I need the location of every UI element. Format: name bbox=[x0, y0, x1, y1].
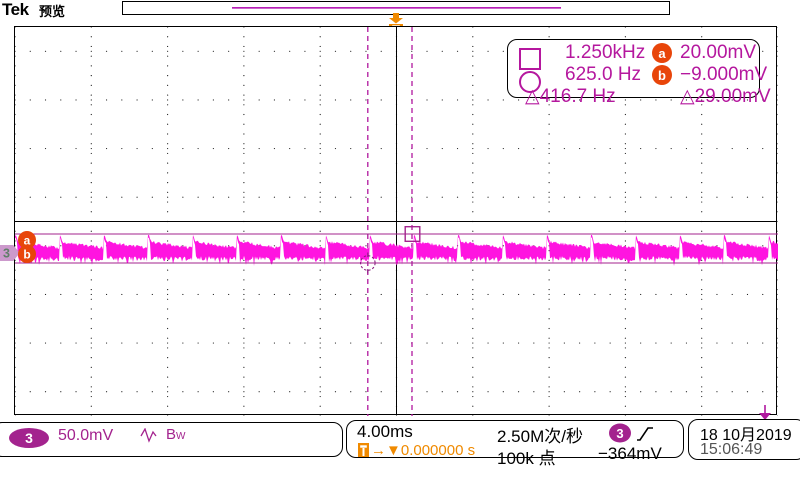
svg-text:a: a bbox=[658, 46, 666, 61]
svg-text:3: 3 bbox=[3, 247, 10, 261]
svg-text:3: 3 bbox=[616, 426, 623, 441]
svg-text:b: b bbox=[658, 68, 666, 83]
svg-text:3: 3 bbox=[25, 430, 33, 446]
svg-text:b: b bbox=[23, 248, 30, 262]
